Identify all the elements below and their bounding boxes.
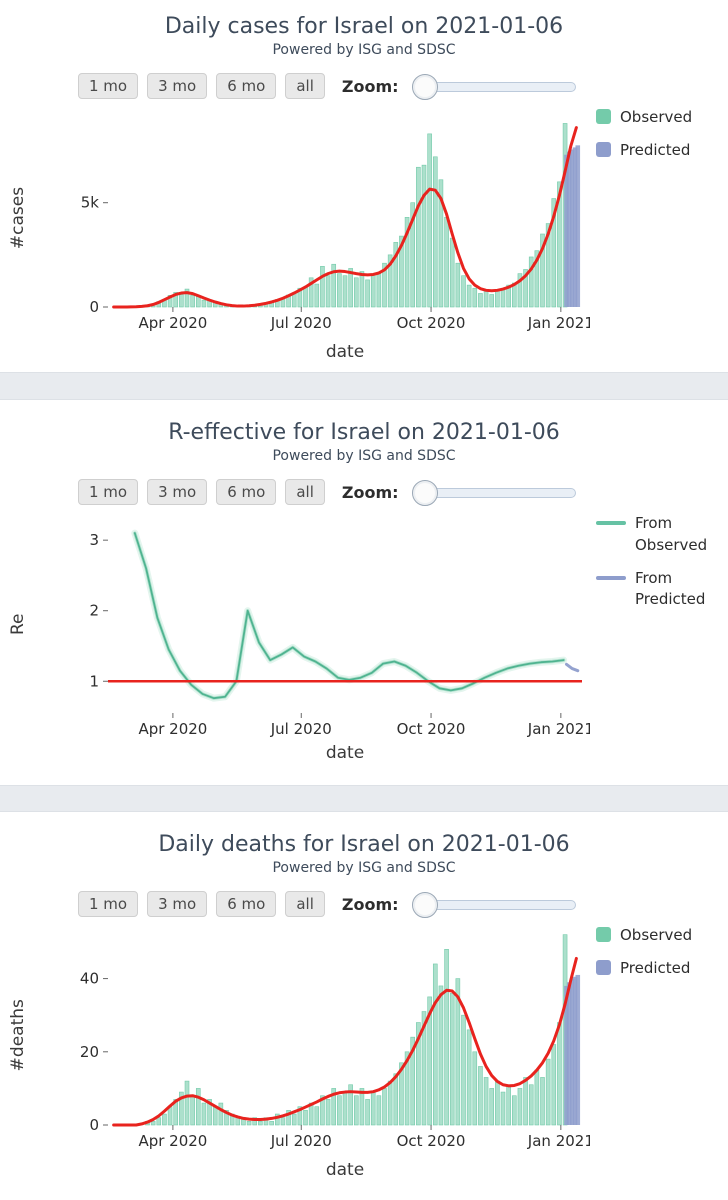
range-button-all[interactable]: all [285,891,325,917]
legend-item-predicted: Predicted [596,958,718,980]
x-axis-title: date [325,342,365,362]
legend-label: From Observed [635,514,708,554]
legend: Observed Predicted [596,107,718,162]
svg-text:0: 0 [89,298,99,316]
svg-text:Jan 2021: Jan 2021 [527,720,590,738]
range-button-3mo[interactable]: 3 mo [147,891,208,917]
range-button-3mo[interactable]: 3 mo [147,479,208,505]
range-button-6mo[interactable]: 6 mo [216,479,277,505]
legend-label: Predicted [620,958,691,977]
svg-text:Oct 2020: Oct 2020 [397,314,466,332]
svg-text:Apr 2020: Apr 2020 [138,1132,207,1150]
page-title: R-effective for Israel on 2021-01-06 [168,420,560,445]
range-button-1mo[interactable]: 1 mo [78,73,139,99]
svg-text:5k: 5k [81,194,100,212]
legend-label: From Predicted [635,568,706,609]
panel-daily-deaths: Daily deaths for Israel on 2021-01-06 Po… [0,812,728,1200]
range-button-6mo[interactable]: 6 mo [216,73,277,99]
r-effective-chart-canvas[interactable]: Apr 2020 Jul 2020 Oct 2020 Jan 2021 1 2 3 [50,511,590,743]
zoom-label: Zoom: [341,482,399,502]
svg-text:Jul 2020: Jul 2020 [270,1132,332,1150]
zoom-slider-handle[interactable] [411,892,438,918]
svg-text:Apr 2020: Apr 2020 [138,314,207,332]
page-title: Daily deaths for Israel on 2021-01-06 [158,832,570,857]
svg-text:Oct 2020: Oct 2020 [397,720,466,738]
zoom-slider[interactable] [411,73,580,100]
zoom-slider[interactable] [411,479,580,506]
legend-item-from-observed: From Observed [596,513,718,557]
svg-text:Apr 2020: Apr 2020 [138,720,207,738]
range-button-1mo[interactable]: 1 mo [78,891,139,917]
zoom-slider-handle[interactable] [411,74,438,100]
range-button-3mo[interactable]: 3 mo [147,73,208,99]
observed-swatch-icon [596,927,611,942]
zoom-slider[interactable] [411,891,580,918]
range-button-all[interactable]: all [285,479,325,505]
svg-text:0: 0 [89,1116,99,1134]
range-button-all[interactable]: all [285,73,325,99]
y-axis-title: Re [8,613,28,636]
section-divider [0,785,728,812]
legend-label: Observed [620,926,693,944]
cases-chart-canvas[interactable]: Apr 2020 Jul 2020 Oct 2020 Jan 2021 0 5k [50,105,590,337]
observed-line-swatch-icon [596,521,626,525]
range-controls: 1 mo 3 mo 6 mo all Zoom: [78,477,728,507]
predicted-line-swatch-icon [596,575,626,580]
deaths-chart-canvas[interactable]: Apr 2020 Jul 2020 Oct 2020 Jan 2021 0 20 40 [50,923,590,1155]
zoom-label: Zoom: [341,894,399,914]
chart-subtitle: Powered by ISG and SDSC [272,448,456,464]
legend-item-observed: Observed [596,925,718,947]
zoom-slider-track[interactable] [423,488,576,498]
svg-text:Jul 2020: Jul 2020 [270,314,332,332]
x-axis-title: date [325,1160,365,1180]
legend-label: Observed [620,108,693,126]
svg-text:40: 40 [80,970,99,988]
chart-subtitle: Powered by ISG and SDSC [272,42,456,58]
predicted-swatch-icon [596,141,611,157]
x-axis-title: date [325,743,365,763]
range-button-1mo[interactable]: 1 mo [78,479,139,505]
legend-item-predicted: Predicted [596,140,718,162]
svg-text:Jan 2021: Jan 2021 [527,1132,590,1150]
svg-text:2: 2 [89,602,99,620]
legend: Observed Predicted [596,925,718,980]
legend-label: Predicted [620,140,691,159]
svg-text:Oct 2020: Oct 2020 [397,1132,466,1150]
page-title: Daily cases for Israel on 2021-01-06 [164,14,564,39]
svg-text:Jan 2021: Jan 2021 [527,314,590,332]
legend-item-observed: Observed [596,107,718,129]
y-axis-title: #deaths [8,998,28,1071]
svg-text:Jul 2020: Jul 2020 [270,720,332,738]
predicted-swatch-icon [596,959,611,975]
svg-text:1: 1 [89,672,99,690]
panel-daily-cases: Daily cases for Israel on 2021-01-06 Pow… [0,0,728,372]
zoom-label: Zoom: [341,76,399,96]
zoom-slider-handle[interactable] [411,480,438,506]
y-axis-title: #cases [8,186,28,249]
range-controls: 1 mo 3 mo 6 mo all Zoom: [78,71,728,101]
panel-r-effective: R-effective for Israel on 2021-01-06 Pow… [0,400,728,785]
zoom-slider-track[interactable] [423,900,576,910]
range-controls: 1 mo 3 mo 6 mo all Zoom: [78,889,728,919]
legend-item-from-predicted: From Predicted [596,568,718,612]
section-divider [0,372,728,400]
legend: From Observed From Predicted [596,513,718,611]
observed-swatch-icon [596,109,611,124]
range-button-6mo[interactable]: 6 mo [216,891,277,917]
svg-text:20: 20 [80,1043,99,1061]
zoom-slider-track[interactable] [423,82,576,92]
svg-text:3: 3 [89,531,99,549]
chart-subtitle: Powered by ISG and SDSC [272,860,456,876]
